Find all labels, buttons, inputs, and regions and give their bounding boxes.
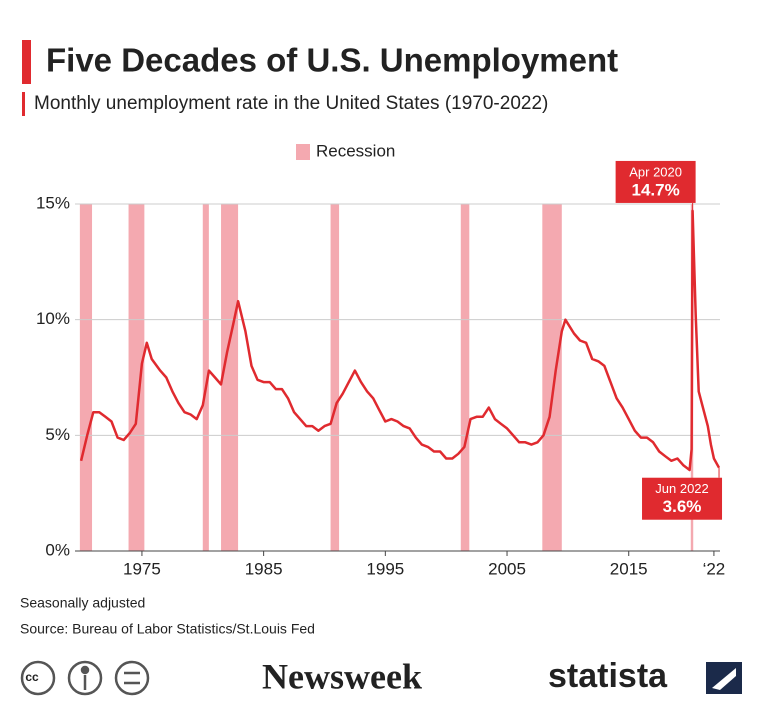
recession-band bbox=[330, 204, 340, 551]
annotation-date: Apr 2020 bbox=[629, 164, 682, 179]
y-tick-label: 15% bbox=[36, 193, 70, 212]
x-tick-label: 1995 bbox=[366, 559, 404, 578]
legend-swatch bbox=[296, 144, 310, 160]
annotation-box bbox=[642, 477, 723, 520]
source: Source: Bureau of Labor Statistics/St.Lo… bbox=[20, 621, 315, 637]
x-tick-label: ‘22 bbox=[703, 559, 726, 578]
statista-icon-mark bbox=[712, 668, 736, 690]
line bbox=[79, 209, 721, 472]
legend-label: Recession bbox=[316, 141, 395, 160]
recession-band bbox=[128, 204, 145, 551]
y-tick-label: 0% bbox=[45, 540, 70, 559]
annotation-date: Jun 2022 bbox=[655, 481, 709, 496]
annotation-box bbox=[615, 160, 696, 203]
y-tick-label: 5% bbox=[45, 425, 70, 444]
recession-band bbox=[460, 204, 470, 551]
recession-band bbox=[79, 204, 93, 551]
y-tick-label: 10% bbox=[36, 309, 70, 328]
annotation-value: 3.6% bbox=[663, 497, 702, 516]
x-tick-label: 2015 bbox=[610, 559, 648, 578]
chart-title: Five Decades of U.S. Unemployment bbox=[46, 42, 618, 79]
title-bar bbox=[22, 40, 31, 84]
brand-statista: statista bbox=[548, 657, 668, 695]
note: Seasonally adjusted bbox=[20, 595, 145, 611]
x-tick-label: 2005 bbox=[488, 559, 526, 578]
chart-subtitle: Monthly unemployment rate in the United … bbox=[34, 93, 548, 114]
license-icons bbox=[20, 660, 150, 696]
annotation-value: 14.7% bbox=[632, 180, 680, 199]
cc-text: cc bbox=[25, 670, 39, 684]
recession-band bbox=[202, 204, 209, 551]
subtitle-bar bbox=[22, 92, 25, 116]
x-tick-label: 1975 bbox=[123, 559, 161, 578]
brand-newsweek: Newsweek bbox=[262, 656, 422, 696]
x-tick-label: 1985 bbox=[245, 559, 283, 578]
recession-band bbox=[542, 204, 562, 551]
recession-band bbox=[221, 204, 239, 551]
